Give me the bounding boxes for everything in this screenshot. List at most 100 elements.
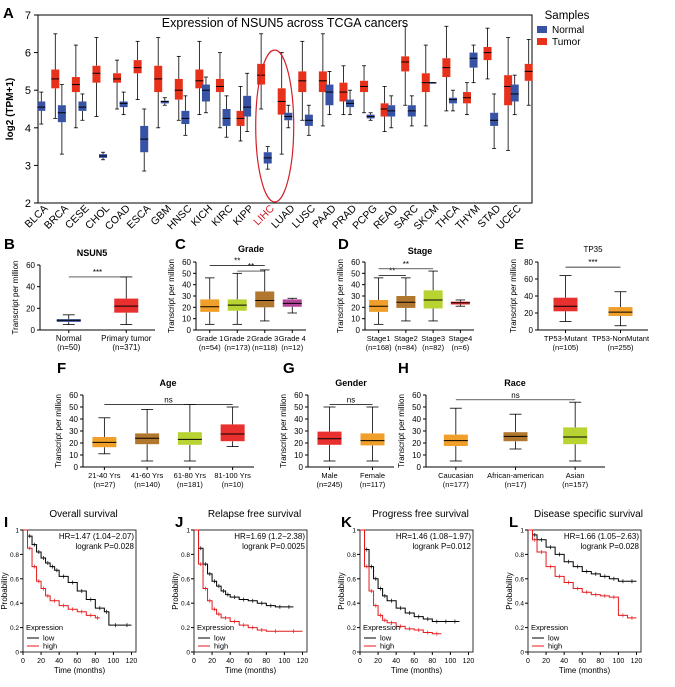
panel-a: 2 3 4 5 6 7 log2 (TPM+1) Expression of NSUN5 ac…	[5, 10, 590, 233]
panel-d-count-label: (n=6)	[452, 343, 470, 352]
panel-j-xtick-label: 60	[244, 658, 252, 665]
panel-j-legend-title: Expression	[197, 623, 234, 632]
panel-a-title: Expression of NSUN5 across TCGA cancers	[162, 16, 408, 30]
panel-e-box-1	[553, 297, 578, 312]
panel-i-xtick-label: 0	[21, 658, 25, 665]
panel-f-ytick-label: 50	[69, 403, 78, 412]
panel-l-ytick-label: 0	[520, 650, 524, 657]
panel-a-box-tumor-stad	[504, 75, 513, 106]
panel-a-box-normal-brca	[57, 105, 66, 123]
panel-a-box-normal-cese	[78, 101, 87, 111]
panel-a-box-normal-coad	[119, 101, 128, 108]
panel-a-box-tumor-hnsc	[195, 69, 204, 89]
panel-i-xlabel: Time (months)	[54, 666, 106, 675]
panel-l-hr-label: HR=1.66 (1.05−2.63)	[564, 532, 639, 541]
panel-d-ytick-label: 60	[351, 258, 360, 267]
panel-j-xtick-label: 80	[262, 658, 270, 665]
panel-c-xtick-label: Grade 4	[279, 334, 306, 343]
panel-a-xtick-label: KICH	[189, 203, 215, 229]
panel-letter-k: K	[341, 514, 352, 531]
panel-l-xtick-label: 60	[578, 658, 586, 665]
panel-c-count-label: (n=12)	[281, 343, 303, 352]
panel-a-box-tumor-thym	[483, 46, 492, 61]
panel-l-xlabel: Time (months)	[559, 666, 611, 675]
panel-f-count-label: (n=181)	[177, 480, 204, 489]
panel-l-xtick-label: 0	[526, 658, 530, 665]
panel-g-count-label: (n=245)	[316, 480, 343, 489]
panel-c-ytick-label: 20	[182, 303, 191, 312]
panel-e-ytick-label: 80	[524, 258, 533, 267]
panel-b-ytick-label: 0	[31, 326, 36, 335]
panel-b-ylabel: Transcript per million	[11, 261, 20, 335]
panel-j-curve-low	[194, 529, 294, 608]
panel-letter-a: A	[3, 5, 14, 22]
panel-b-sig-label: ***	[93, 268, 102, 277]
panel-f-ytick-label: 40	[69, 415, 78, 424]
panel-l-ytick-label: 0.6	[515, 576, 524, 583]
panel-k-xtick-label: 20	[374, 658, 382, 665]
panel-c-xtick-label: Grade 3	[251, 334, 278, 343]
panel-f-ytick-label: 10	[69, 451, 78, 460]
panel-k-curve-high	[360, 529, 442, 635]
panel-g-box-2	[360, 433, 385, 446]
panel-a-box-normal-blca	[37, 101, 46, 111]
panel-a-box-tumor-gbm	[174, 78, 183, 100]
panel-a-box-normal-kirc	[222, 109, 231, 126]
panel-b-ytick-label: 60	[26, 261, 35, 270]
panel-a-box-tumor-read	[401, 56, 410, 72]
panel-j-logrank-label: logrank P=0.0025	[242, 542, 305, 551]
panel-c-ytick-label: 30	[182, 292, 191, 301]
panel-d-xtick-label: Stage3	[421, 334, 445, 343]
panel-b-count-label: (n=50)	[57, 343, 81, 352]
panel-g-ytick-label: 40	[294, 415, 303, 424]
panel-c-ytick-label: 60	[182, 258, 191, 267]
panel-l-ytick-label: 0.4	[515, 601, 524, 608]
panel-j-ytick-label: 0.6	[181, 576, 190, 583]
panel-j-xtick-label: 0	[192, 658, 196, 665]
panel-f-sig-label: ns	[164, 396, 172, 405]
panel-h-ytick-label: 20	[412, 439, 421, 448]
panel-j: Relapse free survival 0 0.2 0.4 0.6 0.8 1 0 20 40…	[171, 509, 308, 675]
panel-a-box-tumor-coad	[133, 60, 142, 74]
panel-a-box-normal-thym	[469, 52, 478, 68]
panel-d-ytick-label: 30	[351, 292, 360, 301]
panel-g-ytick-label: 0	[299, 463, 304, 472]
panel-i-title: Overall survival	[49, 509, 117, 520]
panel-i-ytick-label: 0.4	[10, 601, 19, 608]
panel-h: 0 10 20 30 40 50 60 Transcript per million Race C…	[397, 378, 605, 489]
panel-h-ytick-label: 40	[412, 415, 421, 424]
panel-a-xtick-label: KIPP	[231, 203, 256, 228]
panel-e-ytick-label: 60	[524, 275, 533, 284]
panel-d: 0 10 20 30 40 50 60 Transcript per million Stage…	[336, 246, 474, 352]
panel-g-ytick-label: 20	[294, 439, 303, 448]
panel-k-ytick-label: 1	[352, 528, 356, 535]
panel-letter-f: F	[57, 360, 66, 377]
panel-l-xtick-label: 80	[596, 658, 604, 665]
panel-b-xtick-label: Normal	[56, 334, 82, 343]
panel-i-frame	[22, 529, 137, 653]
panel-j-legend-low: low	[214, 634, 226, 643]
panel-i-xtick-label: 80	[91, 658, 99, 665]
panel-e-count-label: (n=105)	[552, 343, 579, 352]
panel-k-legend-title: Expression	[363, 623, 400, 632]
panel-a-box-tumor-kich	[215, 78, 224, 93]
panel-letter-g: G	[283, 360, 295, 377]
panel-a-box-tumor-ucec	[524, 63, 533, 81]
panel-c-xtick-label: Grade 2	[224, 334, 251, 343]
panel-d-ylabel: Transcript per million	[336, 259, 345, 333]
panel-h-ytick-label: 0	[417, 463, 422, 472]
panel-i-legend-title: Expression	[26, 623, 63, 632]
panel-k-ytick-label: 0.2	[347, 625, 356, 632]
panel-c-sig-label: **	[234, 256, 240, 265]
panel-c-ytick-label: 10	[182, 315, 191, 324]
panel-j-hr-label: HR=1.69 (1.2−2.38)	[234, 532, 305, 541]
panel-l-xtick-label: 20	[542, 658, 550, 665]
panel-g-box-1	[317, 431, 342, 445]
panel-c-title: Grade	[238, 244, 264, 254]
panel-g-xtick-label: Male	[321, 471, 337, 480]
panel-j-legend-high: high	[214, 642, 228, 651]
panel-letter-e: E	[514, 236, 524, 253]
panel-k-ytick-label: 0	[352, 650, 356, 657]
panel-f-box-4	[220, 424, 245, 442]
panel-d-sig-label: **	[403, 260, 409, 269]
